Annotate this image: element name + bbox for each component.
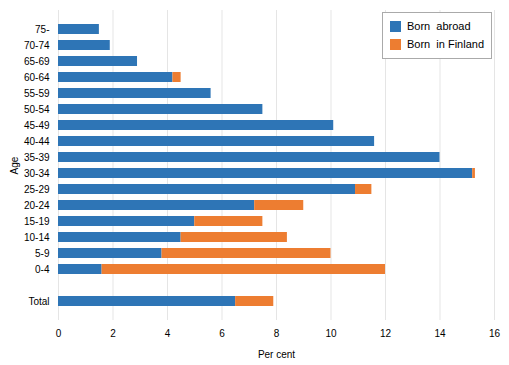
svg-text:6: 6	[219, 328, 225, 339]
svg-text:75-: 75-	[35, 24, 49, 35]
svg-text:45-49: 45-49	[24, 120, 50, 131]
svg-text:Age: Age	[9, 156, 20, 174]
svg-text:16: 16	[489, 328, 501, 339]
svg-text:10-14: 10-14	[24, 232, 50, 243]
svg-text:35-39: 35-39	[24, 152, 50, 163]
svg-text:25-29: 25-29	[24, 184, 50, 195]
svg-text:50-54: 50-54	[24, 104, 50, 115]
svg-text:12: 12	[380, 328, 392, 339]
svg-text:2: 2	[110, 328, 116, 339]
svg-text:70-74: 70-74	[24, 40, 50, 51]
svg-text:Total: Total	[28, 296, 49, 307]
svg-text:20-24: 20-24	[24, 200, 50, 211]
svg-text:60-64: 60-64	[24, 72, 50, 83]
svg-text:40-44: 40-44	[24, 136, 50, 147]
html-text:Born in Finland: Born in Finland	[407, 37, 484, 50]
svg-text:0-4: 0-4	[35, 264, 50, 275]
svg-text:5-9: 5-9	[35, 248, 50, 259]
svg-text:15-19: 15-19	[24, 216, 50, 227]
html-text:Born abroad: Born abroad	[407, 20, 471, 32]
svg-text:Per cent: Per cent	[258, 349, 295, 360]
svg-text:8: 8	[274, 328, 280, 339]
svg-text:4: 4	[165, 328, 171, 339]
svg-text:14: 14	[434, 328, 446, 339]
svg-text:30-34: 30-34	[24, 168, 50, 179]
svg-text:0: 0	[56, 328, 62, 339]
svg-text:10: 10	[325, 328, 337, 339]
svg-text:55-59: 55-59	[24, 88, 50, 99]
svg-text:65-69: 65-69	[24, 56, 50, 67]
